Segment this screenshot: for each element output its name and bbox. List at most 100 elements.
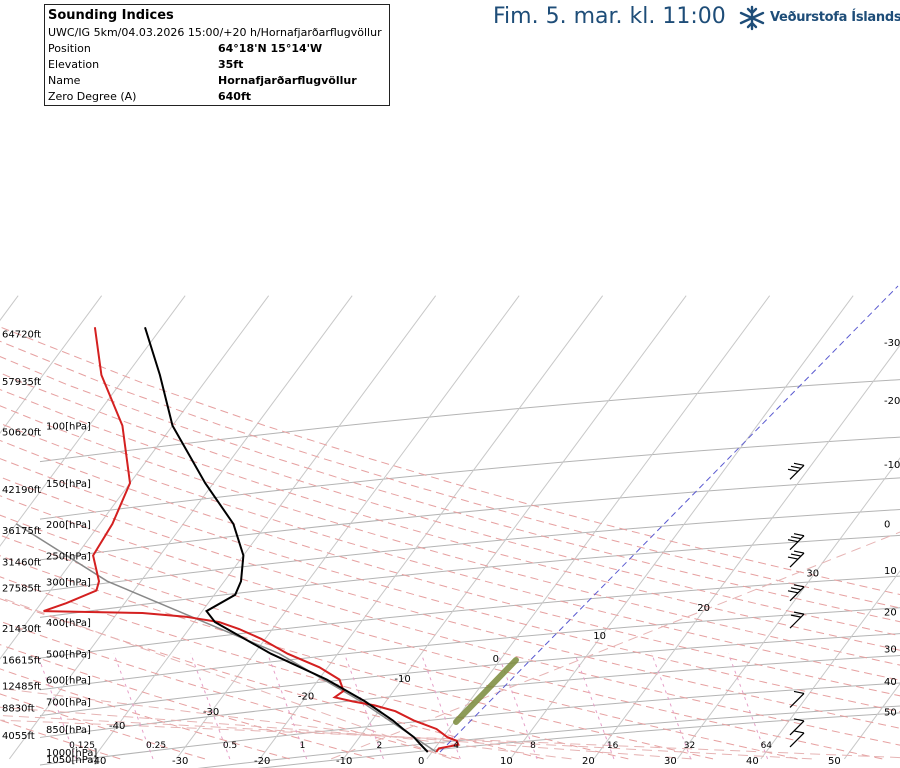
wind-barb-tick [793, 550, 805, 554]
isobar-label: 400[hPa] [46, 618, 91, 629]
dry-adiabat-line [0, 389, 900, 651]
mixing-ratio-label: 0.5 [223, 741, 237, 751]
wind-barb-tick [790, 465, 802, 469]
wind-barb [789, 586, 805, 602]
isobar-line [39, 508, 900, 592]
wind-barb-tick [793, 718, 805, 722]
temperature-axis-label: 20 [582, 756, 595, 767]
info-label: Position [48, 42, 91, 55]
mixing-ratio-label: 2 [376, 741, 382, 751]
isobar-label: 100[hPa] [46, 422, 91, 433]
wind-barb-tick [787, 539, 799, 543]
wind-barb [789, 720, 805, 736]
wind-barb-tick [793, 730, 805, 734]
dry-adiabat-line [0, 495, 900, 746]
mixing-ratio-line [36, 653, 77, 760]
moist-adiabat-line [0, 596, 452, 760]
moist-adiabat-line [0, 706, 692, 760]
info-label: Elevation [48, 58, 100, 71]
isotherm-line [426, 295, 771, 760]
isotherm-label: -10 [394, 674, 410, 685]
grid-layer [0, 285, 900, 768]
temperature-line [43, 327, 460, 753]
wind-barb-tick [790, 553, 802, 557]
dewpoint-line [144, 327, 429, 753]
isobar-label: 250[hPa] [46, 551, 91, 562]
isobar-line [39, 534, 900, 618]
dry-adiabat-line [0, 514, 883, 760]
isobar-line [39, 607, 900, 691]
isobar-line [197, 705, 900, 768]
isobar-line [39, 477, 900, 561]
right-axis-label: 30 [884, 644, 897, 655]
wind-barb [789, 732, 805, 748]
right-axis-label: 20 [884, 608, 897, 619]
isotherm-line [259, 295, 604, 760]
wind-barb-tick [790, 587, 802, 591]
isobar-line [39, 682, 900, 766]
isobar-label: 700[hPa] [46, 697, 91, 708]
temperature-axis-label: 10 [500, 756, 513, 767]
wind-barb-tick [793, 584, 805, 588]
altitude-label: 50620ft [2, 428, 41, 439]
wind-barb-tick [790, 536, 802, 540]
dry-adiabat-line [0, 620, 460, 760]
info-label: Zero Degree (A) [48, 90, 137, 103]
wind-barb-tick [793, 611, 805, 615]
isobar-label: 300[hPa] [46, 577, 91, 588]
altitude-label: 64720ft [2, 329, 41, 340]
info-value: Hornafjarðarflugvöllur [218, 74, 357, 87]
info-row-zero-degree: Zero Degree (A) 640ft [48, 89, 389, 105]
reference-line [439, 285, 899, 753]
snowflake-logo-icon [739, 5, 765, 31]
isobar-label: 1000[hPa] [46, 748, 97, 759]
info-value: 640ft [218, 90, 252, 103]
info-subtitle: UWC/IG 5km/04.03.2026 15:00/+20 h/Hornaf… [48, 26, 382, 39]
info-row-name: Name Hornafjarðarflugvöllur [48, 73, 389, 89]
temperature-axis-label: -40 [90, 756, 106, 767]
mixing-ratio-label: 4 [453, 741, 459, 751]
mixing-ratio-line [190, 653, 231, 760]
isotherm-label: -30 [203, 707, 219, 718]
info-row-elevation: Elevation 35ft [48, 57, 389, 73]
dry-adiabat-line [0, 405, 900, 666]
mixing-ratio-label: 32 [684, 741, 695, 751]
mixing-ratio-line [113, 653, 154, 760]
right-axis-label: 50 [884, 708, 897, 719]
right-axis-label: 10 [884, 566, 897, 577]
wind-barb [789, 464, 805, 480]
altitude-label: 12485ft [2, 682, 41, 693]
isotherm-line [175, 295, 520, 760]
dry-adiabat-line [0, 719, 121, 760]
mixing-ratio-line [420, 653, 461, 760]
wind-barb-tick [787, 556, 799, 560]
dry-adiabat-line [0, 476, 900, 729]
mixing-ratio-label: 1 [300, 741, 306, 751]
isotherm-label: -20 [298, 691, 314, 702]
info-label: Name [48, 74, 81, 87]
isotherm-line [0, 295, 103, 434]
altitude-label: 21430ft [2, 624, 41, 635]
altitude-label: 27585ft [2, 583, 41, 594]
wind-barb [789, 693, 805, 708]
info-value: 64°18'N 15°14'W [218, 42, 323, 55]
temperature-axis-label: -10 [336, 756, 352, 767]
dry-adiabat-line [0, 534, 798, 760]
altitude-label: 8830ft [2, 703, 35, 714]
altitude-label: 31460ft [2, 557, 41, 568]
wind-barb-tick [790, 614, 802, 618]
dry-adiabat-line [0, 693, 206, 760]
logo-text: Veðurstofa Íslands [770, 10, 900, 25]
temperature-axis-label: 40 [746, 756, 759, 767]
mixing-ratio-line [651, 653, 692, 760]
altitude-label: 4055ft [2, 731, 35, 742]
altitude-label: 36175ft [2, 526, 41, 537]
isobar-line [39, 436, 900, 520]
temperature-axis-label: 30 [664, 756, 677, 767]
right-axis-label: 40 [884, 677, 897, 688]
isobar-label: 150[hPa] [46, 479, 91, 490]
info-value: 35ft [218, 58, 244, 71]
isotherm-label: 10 [593, 631, 606, 642]
isotherm-line [342, 295, 687, 760]
